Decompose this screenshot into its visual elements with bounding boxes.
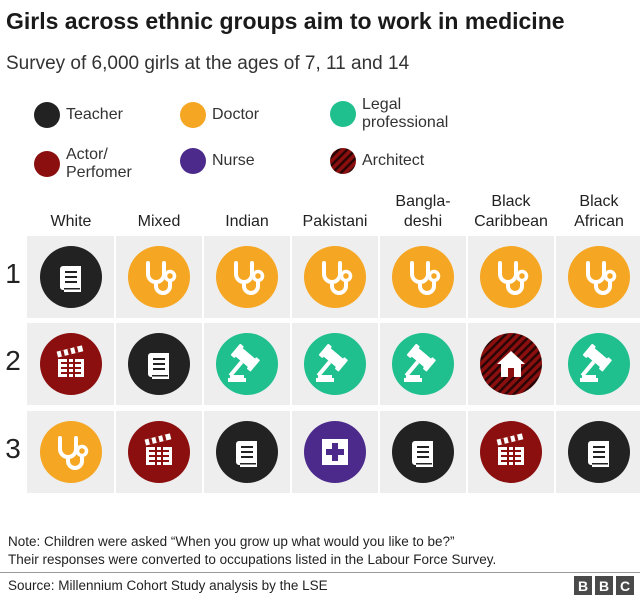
- column-header: Mixed: [137, 213, 181, 230]
- grid-cell: [291, 323, 379, 405]
- legend-item-architect: Architect: [330, 148, 424, 174]
- cell-divider: [466, 236, 468, 318]
- stethoscope-icon: [304, 246, 366, 308]
- legend-swatch-icon: [34, 151, 60, 177]
- legend-item-nurse: Nurse: [180, 148, 255, 174]
- grid-cell: [115, 323, 203, 405]
- cell-divider: [290, 236, 292, 318]
- gavel-icon: [216, 333, 278, 395]
- cell-divider: [378, 323, 380, 405]
- grid-cell: [203, 411, 291, 493]
- footnote: Note: Children were asked “When you grow…: [8, 534, 497, 567]
- cell-divider: [290, 411, 292, 493]
- legend-item-actor: Actor/ Perfomer: [34, 146, 132, 182]
- gavel-icon: [568, 333, 630, 395]
- column-header: White: [50, 213, 92, 230]
- grid-cell: [291, 236, 379, 318]
- book-icon: [568, 421, 630, 483]
- cell-divider: [202, 323, 204, 405]
- cell-divider: [378, 411, 380, 493]
- grid-cell: [555, 236, 640, 318]
- grid-cell: [555, 323, 640, 405]
- legend-label: Nurse: [212, 152, 255, 169]
- column-header: Bangla- deshi: [395, 193, 451, 230]
- legend-label: Doctor: [212, 106, 260, 123]
- footer-divider: [0, 572, 640, 573]
- grid-cell: [467, 323, 555, 405]
- grid-cell: [27, 323, 115, 405]
- clapperboard-icon: [128, 421, 190, 483]
- grid-cell: [203, 236, 291, 318]
- legend: Teacher Doctor Legal professional Actor/ Pe…: [0, 96, 640, 186]
- bbc-logo: B B C: [574, 576, 634, 595]
- legend-item-doctor: Doctor: [180, 102, 259, 128]
- cell-divider: [554, 323, 556, 405]
- house-icon: [480, 333, 542, 395]
- grid-cell: [467, 236, 555, 318]
- book-icon: [40, 246, 102, 308]
- book-icon: [128, 333, 190, 395]
- grid-cell: [379, 411, 467, 493]
- column-header: Black African: [574, 193, 624, 230]
- book-icon: [392, 421, 454, 483]
- grid-cell: [555, 411, 640, 493]
- legend-item-teacher: Teacher: [34, 102, 123, 128]
- legend-label: Architect: [362, 152, 425, 169]
- bbc-logo-letter: B: [595, 576, 613, 595]
- legend-swatch-icon: [330, 148, 356, 174]
- chart-subtitle: Survey of 6,000 girls at the ages of 7, …: [6, 53, 410, 74]
- stethoscope-icon: [392, 246, 454, 308]
- bbc-logo-letter: B: [574, 576, 592, 595]
- gavel-icon: [392, 333, 454, 395]
- grid-cell: [379, 323, 467, 405]
- cell-divider: [114, 323, 116, 405]
- cell-divider: [202, 236, 204, 318]
- grid-cell: [291, 411, 379, 493]
- grid-cell: [115, 236, 203, 318]
- rank-label: 3: [5, 433, 21, 464]
- cell-divider: [290, 323, 292, 405]
- grid-cell: [27, 411, 115, 493]
- stethoscope-icon: [216, 246, 278, 308]
- cell-divider: [554, 236, 556, 318]
- source-text: Source: Millennium Cohort Study analysis…: [8, 578, 328, 593]
- stethoscope-icon: [568, 246, 630, 308]
- gavel-icon: [304, 333, 366, 395]
- column-header: Black Caribbean: [474, 193, 548, 230]
- cell-divider: [114, 411, 116, 493]
- cell-divider: [466, 323, 468, 405]
- stethoscope-icon: [40, 421, 102, 483]
- cell-divider: [554, 411, 556, 493]
- cell-divider: [466, 411, 468, 493]
- legend-label: Actor/ Perfomer: [66, 146, 132, 181]
- cell-divider: [114, 236, 116, 318]
- legend-swatch-icon: [330, 101, 356, 127]
- grid-cell: [27, 236, 115, 318]
- stethoscope-icon: [128, 246, 190, 308]
- cell-divider: [378, 236, 380, 318]
- book-icon: [216, 421, 278, 483]
- legend-label: Legal professional: [362, 96, 449, 131]
- column-header: Pakistani: [302, 213, 368, 230]
- legend-label: Teacher: [66, 106, 123, 123]
- grid-cell: [467, 411, 555, 493]
- chart-title: Girls across ethnic groups aim to work i…: [6, 8, 565, 34]
- bbc-logo-letter: C: [616, 576, 634, 595]
- legend-swatch-icon: [180, 148, 206, 174]
- stethoscope-icon: [480, 246, 542, 308]
- legend-item-legal: Legal professional: [330, 96, 448, 132]
- medical-cross-icon: [304, 421, 366, 483]
- grid-cell: [379, 236, 467, 318]
- clapperboard-icon: [480, 421, 542, 483]
- rank-label: 1: [5, 258, 21, 289]
- rank-label: 2: [5, 345, 21, 376]
- clapperboard-icon: [40, 333, 102, 395]
- grid-cell: [115, 411, 203, 493]
- grid-cell: [203, 323, 291, 405]
- cell-divider: [202, 411, 204, 493]
- legend-swatch-icon: [180, 102, 206, 128]
- legend-swatch-icon: [34, 102, 60, 128]
- column-header: Indian: [225, 213, 269, 230]
